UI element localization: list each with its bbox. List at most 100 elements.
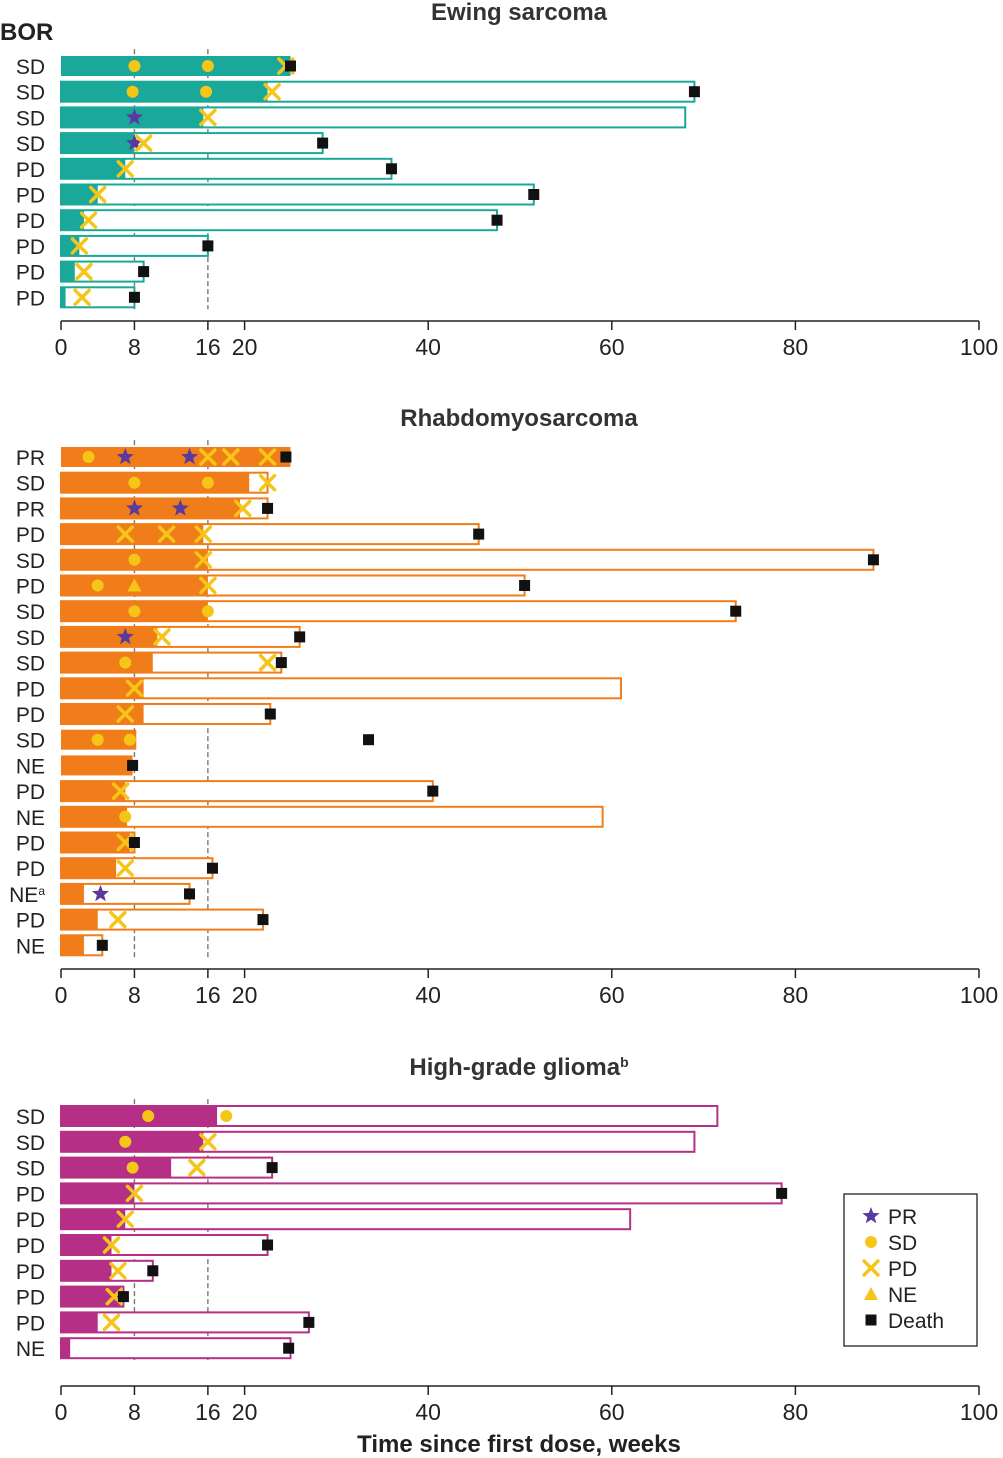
treatment-duration-bar xyxy=(60,677,622,700)
death-marker xyxy=(427,785,439,797)
pd-marker xyxy=(88,185,107,204)
swimmer-row: PD xyxy=(16,183,540,208)
swimmer-row: NE xyxy=(16,755,139,778)
bor-label: NE xyxy=(16,1338,45,1361)
pd-cross-stroke xyxy=(153,628,171,646)
bor-label: NE xyxy=(16,935,45,958)
x-tick-label: 40 xyxy=(415,1399,441,1425)
death-marker xyxy=(688,86,700,98)
legend: PR SD PD NE Death xyxy=(843,1193,978,1347)
pd-marker xyxy=(75,262,93,281)
sd-marker xyxy=(119,656,132,669)
swimmer-row: PD xyxy=(16,286,140,310)
x-tick-label: 20 xyxy=(232,334,258,360)
pd-cross-stroke xyxy=(88,185,107,204)
legend-label: PD xyxy=(888,1258,917,1281)
pd-cross-stroke xyxy=(102,1313,121,1332)
pd-marker xyxy=(116,705,135,723)
pd-marker xyxy=(116,1210,135,1228)
on-treatment-filled-bar xyxy=(61,1312,98,1333)
x-tick-label: 8 xyxy=(128,1399,141,1425)
bor-label: SD xyxy=(16,1106,45,1129)
sd-marker xyxy=(128,553,141,566)
death-marker xyxy=(138,266,150,278)
bor-label: SD xyxy=(16,627,45,650)
bor-label: SD xyxy=(16,56,45,79)
swimmer-row: NE xyxy=(16,1337,295,1361)
bor-label: PD xyxy=(16,1261,45,1284)
x-tick-label: 60 xyxy=(599,982,625,1008)
swimmer-row: SD xyxy=(16,1156,278,1181)
death-marker xyxy=(283,1342,295,1354)
bor-header: BOR xyxy=(0,19,53,46)
sd-legend-marker xyxy=(865,1236,877,1248)
pd-marker xyxy=(194,525,213,543)
swimmer-row: PD xyxy=(16,780,439,804)
pd-marker xyxy=(111,782,130,800)
treatment-duration-bar xyxy=(60,805,604,828)
pd-marker xyxy=(199,1133,217,1151)
bor-label: SD xyxy=(16,82,45,105)
swimmer-row: SD xyxy=(16,56,296,79)
swimmer-row: SD xyxy=(16,1130,696,1155)
on-treatment-filled-bar xyxy=(61,498,241,519)
death-marker xyxy=(127,759,139,771)
swimmer-row: SD xyxy=(16,729,375,753)
on-treatment-filled-bar xyxy=(61,806,128,827)
swimmer-row: PD xyxy=(16,908,269,933)
pd-marker xyxy=(194,551,213,569)
on-treatment-filled-bar xyxy=(61,1235,112,1255)
sd-marker xyxy=(142,1110,155,1122)
title-superscript: b xyxy=(620,1054,629,1070)
swimmer-row: SD xyxy=(16,471,277,496)
pd-cross-stroke xyxy=(125,679,144,698)
death-marker xyxy=(147,1265,159,1277)
on-treatment-filled-bar xyxy=(61,472,250,493)
pd-marker xyxy=(258,473,277,492)
bor-label: PR xyxy=(16,498,45,521)
swimmer-row: PD xyxy=(16,260,150,285)
pd-cross-stroke xyxy=(73,288,91,307)
death-marker xyxy=(128,837,140,848)
x-tick-label: 0 xyxy=(55,1399,68,1425)
bor-label: PD xyxy=(16,236,45,259)
bor-label: PD xyxy=(16,858,45,881)
swimmer-row: PR xyxy=(16,447,292,470)
bor-label: PD xyxy=(16,678,45,701)
pd-cross-stroke xyxy=(199,1133,217,1151)
pd-cross-stroke xyxy=(109,910,127,929)
death-marker xyxy=(285,60,296,72)
on-treatment-filled-bar xyxy=(61,158,126,179)
x-tick-label: 100 xyxy=(960,982,998,1008)
bor-label: SD xyxy=(16,550,45,573)
swimmer-panel: RhabdomyosarcomaPRSDPRPDSDPDSDSDSDPDPDSD… xyxy=(9,405,998,1008)
on-treatment-filled-bar xyxy=(61,909,98,930)
x-tick-label: 16 xyxy=(195,1399,221,1425)
on-treatment-filled-bar xyxy=(61,626,158,647)
treatment-duration-bar xyxy=(60,1182,783,1205)
sd-marker xyxy=(201,476,214,489)
pd-marker xyxy=(79,211,98,229)
swimmer-row: NE xyxy=(16,805,604,830)
bor-label: PD xyxy=(16,1209,45,1232)
swimmer-row: SD xyxy=(16,106,687,130)
pr-marker xyxy=(125,499,143,516)
swimmer-row: PD xyxy=(16,1208,632,1232)
on-treatment-filled-bar xyxy=(61,287,66,308)
death-marker xyxy=(303,1316,315,1328)
on-treatment-filled-bar xyxy=(61,524,204,545)
pd-marker xyxy=(125,679,144,698)
pd-marker xyxy=(199,576,217,595)
sd-marker xyxy=(128,60,141,72)
treatment-duration-bar xyxy=(60,209,499,232)
bor-superscript: a xyxy=(38,884,45,898)
legend-label: NE xyxy=(888,1284,917,1307)
treatment-duration-bar xyxy=(60,286,136,309)
death-marker xyxy=(202,240,214,252)
bor-label: SD xyxy=(16,730,45,753)
pd-marker xyxy=(199,108,217,127)
death-marker xyxy=(262,1239,274,1251)
on-treatment-filled-bar xyxy=(61,678,144,699)
